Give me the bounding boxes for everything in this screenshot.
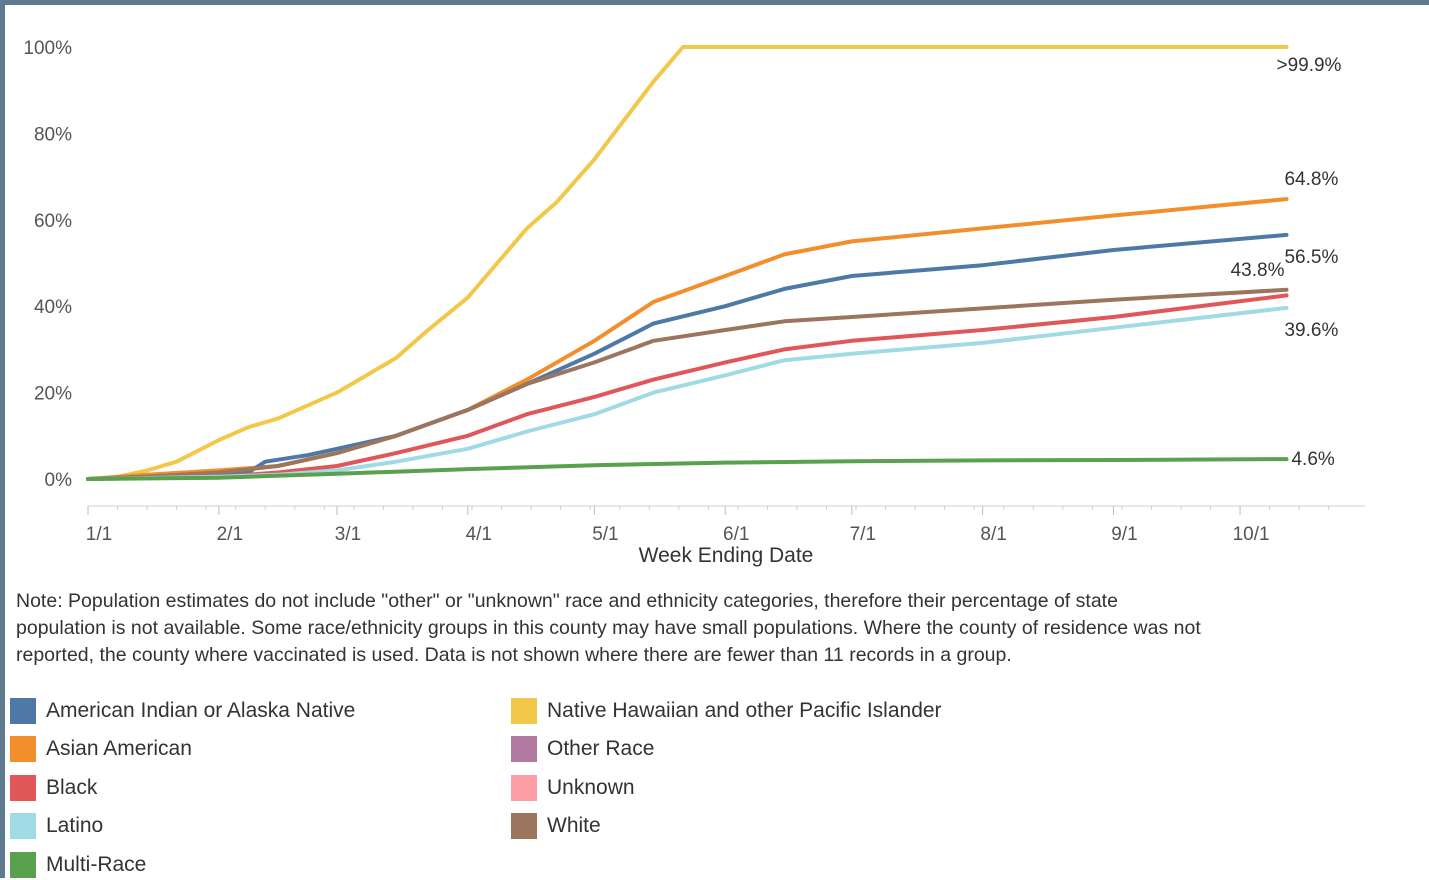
legend-label: Black: [46, 776, 98, 799]
end-labels: >99.9% 64.8% 56.5%43.8% 39.6% 4.6%: [1231, 55, 1342, 470]
x-tick-label: 9/1: [1111, 524, 1137, 545]
legend-item-white[interactable]: White: [511, 811, 601, 841]
legend-swatch: [10, 813, 36, 839]
series-line-american-indian-or-alaska-native: [86, 232, 1289, 481]
legend-label: Multi-Race: [46, 853, 147, 876]
end-label-asian-american: 64.8%: [1284, 169, 1338, 190]
note-line: reported, the county where vaccinated is…: [16, 644, 1012, 666]
end-label-native-hawaiian-and-other-pacific-islander: >99.9%: [1276, 55, 1341, 76]
y-tick-label: 40%: [34, 297, 72, 318]
legend-item-asian-american[interactable]: Asian American: [10, 734, 192, 764]
legend-label: Native Hawaiian and other Pacific Island…: [547, 699, 942, 722]
x-tick-label: 2/1: [217, 524, 243, 545]
end-label-white: 43.8%: [1231, 260, 1285, 281]
x-tick-label: 3/1: [335, 524, 361, 545]
legend-swatch: [511, 736, 537, 762]
y-tick-label: 20%: [34, 384, 72, 405]
series-lines: [86, 45, 1289, 481]
end-label-latino: 39.6%: [1284, 320, 1338, 341]
x-tick-label: 7/1: [850, 524, 876, 545]
series-line-latino: [86, 305, 1289, 481]
y-tick-label: 60%: [34, 211, 72, 232]
x-tick-label: 4/1: [466, 524, 492, 545]
legend-item-latino[interactable]: Latino: [10, 811, 103, 841]
legend-label: Asian American: [46, 737, 192, 760]
end-label-multi-race: 4.6%: [1291, 449, 1334, 470]
legend-item-black[interactable]: Black: [10, 773, 97, 803]
legend-item-native-hawaiian[interactable]: Native Hawaiian and other Pacific Island…: [511, 696, 942, 726]
series-line-asian-american: [86, 197, 1289, 481]
series-line-black: [86, 293, 1289, 481]
series-line-multi-race: [86, 457, 1289, 481]
x-tick-label: 1/1: [86, 524, 112, 545]
x-axis: 1/1 2/1 3/1 4/1 5/1 6/1 7/1 8/1 9/1 10/1: [86, 505, 1365, 545]
series-line-native-hawaiian-and-other-pacific-islander: [86, 45, 1289, 481]
legend-swatch: [511, 775, 537, 801]
legend-label: Latino: [46, 814, 104, 837]
note-line: population is not available. Some race/e…: [16, 617, 1201, 639]
vaccination-line-chart: 100% 80% 60% 40% 20% 0% 1/1 2/1 3/1 4/1 5/1 6/1 7/1…: [23, 38, 1365, 567]
window-frame-left: [0, 0, 5, 878]
legend-label: American Indian or Alaska Native: [46, 699, 356, 722]
x-tick-label: 5/1: [592, 524, 618, 545]
y-tick-label: 80%: [34, 124, 72, 145]
legend-item-other-race[interactable]: Other Race: [511, 734, 654, 764]
y-axis: 100% 80% 60% 40% 20% 0%: [23, 38, 72, 491]
legend-swatch: [10, 698, 36, 724]
legend-item-american-indian[interactable]: American Indian or Alaska Native: [10, 696, 355, 726]
window-frame-top: [0, 0, 1429, 5]
note-line: Note: Population estimates do not includ…: [16, 590, 1118, 612]
legend-swatch: [511, 813, 537, 839]
x-axis-title: Week Ending Date: [639, 544, 814, 567]
legend-swatch: [511, 698, 537, 724]
y-tick-label: 100%: [23, 38, 72, 59]
legend-swatch: [10, 775, 36, 801]
x-tick-label: 6/1: [723, 524, 749, 545]
legend-item-unknown[interactable]: Unknown: [511, 773, 635, 803]
y-tick-label: 0%: [45, 470, 73, 491]
series-line-white: [86, 287, 1289, 481]
legend-swatch: [10, 736, 36, 762]
legend-label: Unknown: [547, 776, 635, 799]
x-tick-label: 10/1: [1233, 524, 1270, 545]
legend-item-multi-race[interactable]: Multi-Race: [10, 850, 146, 880]
legend-label: Other Race: [547, 737, 655, 760]
legend-swatch: [10, 852, 36, 878]
legend: American Indian or Alaska Native Asian A…: [10, 694, 1110, 878]
x-tick-label: 8/1: [980, 524, 1006, 545]
end-label-american-indian-or-alaska-native: 56.5%: [1284, 247, 1338, 268]
note-text: Note: Population estimates do not includ…: [16, 588, 1429, 669]
legend-label: White: [547, 814, 601, 837]
